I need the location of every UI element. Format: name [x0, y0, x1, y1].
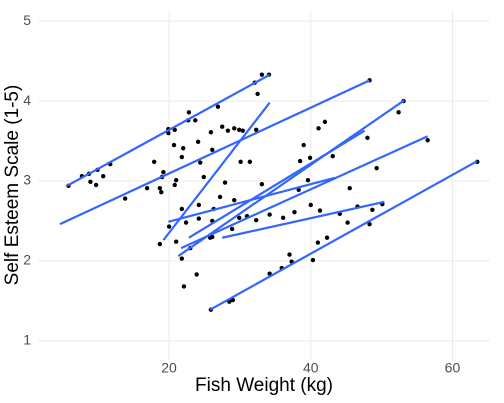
point: [292, 209, 297, 215]
point: [240, 128, 245, 133]
fit-line: [59, 79, 371, 226]
point: [254, 127, 259, 133]
point: [232, 126, 237, 131]
point: [151, 159, 157, 165]
point: [157, 241, 163, 247]
point: [193, 118, 198, 123]
point: [220, 124, 225, 129]
point: [225, 128, 231, 133]
point: [254, 217, 259, 223]
point: [324, 235, 330, 240]
point: [297, 158, 303, 164]
point: [171, 142, 177, 148]
fit-line: [162, 102, 271, 241]
point: [322, 119, 328, 125]
point: [157, 185, 163, 191]
point: [259, 72, 265, 77]
y-tick-label: 5: [23, 12, 31, 28]
point: [374, 166, 379, 171]
y-axis-title: Self Esteem Scale (1-5): [2, 85, 23, 286]
point: [159, 189, 164, 195]
point: [144, 185, 150, 191]
point: [237, 127, 242, 133]
fit-line: [66, 73, 271, 187]
point: [179, 154, 185, 160]
point: [347, 185, 352, 191]
point: [181, 146, 186, 151]
point: [310, 257, 316, 263]
fit-line: [177, 99, 405, 258]
fit-line: [188, 129, 366, 239]
point: [367, 221, 372, 227]
point: [315, 240, 321, 245]
point: [217, 194, 223, 200]
point: [230, 297, 236, 303]
point: [100, 174, 106, 179]
point: [166, 224, 172, 229]
point: [267, 212, 272, 217]
x-tick-label: 20: [161, 360, 177, 376]
x-axis-title: Fish Weight (kg): [195, 375, 333, 396]
point: [198, 160, 203, 165]
y-tick-label: 2: [23, 252, 31, 268]
point: [194, 272, 199, 277]
point: [210, 147, 215, 153]
point: [301, 142, 306, 148]
point: [173, 239, 179, 244]
point: [215, 104, 221, 109]
point: [172, 182, 177, 188]
point: [122, 196, 128, 201]
y-tick-label: 4: [23, 92, 31, 108]
fit-line: [180, 135, 429, 250]
point: [195, 139, 201, 145]
point: [232, 197, 237, 203]
point: [229, 226, 235, 232]
point: [425, 138, 430, 143]
point: [179, 206, 185, 212]
point: [173, 178, 179, 183]
point: [179, 256, 185, 261]
point: [196, 202, 202, 208]
point: [317, 208, 323, 213]
x-tick-label: 40: [303, 360, 319, 376]
point: [88, 179, 93, 185]
point: [330, 154, 335, 159]
point: [93, 182, 99, 188]
point: [196, 216, 202, 221]
point: [172, 127, 177, 133]
point: [222, 180, 228, 185]
point: [161, 170, 166, 175]
x-tick-label: 60: [445, 360, 461, 376]
point: [183, 220, 189, 225]
point: [396, 110, 401, 115]
point: [201, 174, 206, 180]
point: [280, 215, 286, 220]
point: [287, 252, 292, 257]
fit-line: [168, 176, 336, 223]
point: [247, 159, 253, 165]
point: [238, 159, 243, 165]
point: [186, 110, 192, 115]
point: [305, 178, 311, 183]
fit-line: [209, 160, 478, 311]
point: [307, 155, 313, 161]
point: [316, 126, 321, 131]
point: [237, 215, 242, 220]
y-tick-label: 1: [23, 332, 31, 348]
y-tick-label: 3: [23, 172, 31, 188]
point: [308, 202, 313, 208]
fit-line: [221, 200, 385, 239]
point: [181, 284, 187, 289]
point: [370, 207, 375, 212]
point: [365, 135, 370, 141]
point: [259, 182, 265, 187]
point: [345, 220, 350, 225]
point: [208, 130, 214, 135]
point: [255, 91, 260, 97]
